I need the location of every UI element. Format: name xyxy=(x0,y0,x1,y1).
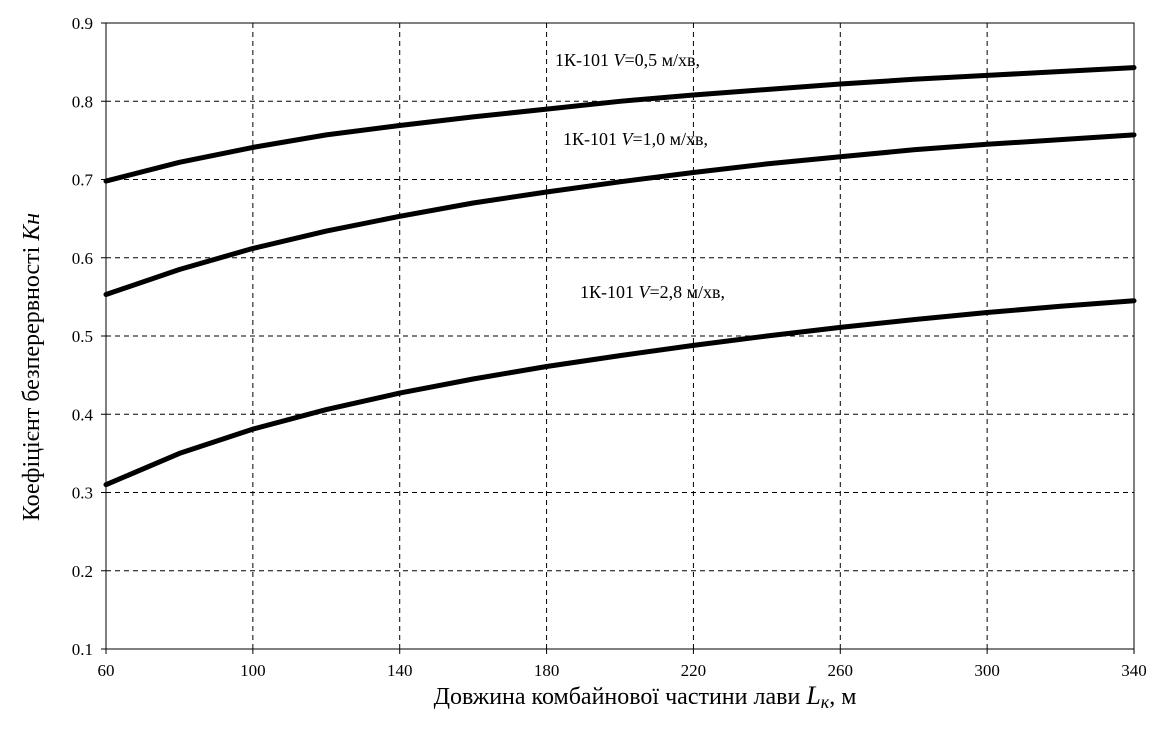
y-tick-label: 0.3 xyxy=(72,484,93,503)
x-tick-label: 100 xyxy=(240,661,266,680)
series-labels: 1К-101 V=0,5 м/хв,1К-101 V=1,0 м/хв,1К-1… xyxy=(555,50,725,302)
series-label-prefix: 1К-101 xyxy=(555,50,614,70)
y-tick-label: 0.6 xyxy=(72,249,93,268)
series-label-2: 1К-101 V=1,0 м/хв, xyxy=(563,129,708,149)
x-tick-label: 260 xyxy=(828,661,854,680)
y-tick-label: 0.8 xyxy=(72,92,93,111)
tick-labels: 60 100 140 180 220 260 300 340 0.1 0.2 0.3 0.4 0.5 0.… xyxy=(72,14,1147,680)
series-label-3: 1К-101 V=2,8 м/хв, xyxy=(580,282,725,302)
y-axis-title: Коефіцієнт безперервності Кн xyxy=(19,213,45,521)
series-lines xyxy=(103,65,1137,488)
x-tick-label: 180 xyxy=(534,661,560,680)
x-axis-symbol-subscript: к xyxy=(821,692,830,712)
series-label-variable: V xyxy=(622,129,635,149)
y-axis-title-text: Коефіцієнт безперервності xyxy=(19,241,45,521)
y-tick-label: 0.4 xyxy=(72,405,94,424)
y-tick-label: 0.5 xyxy=(72,327,93,346)
y-axis-symbol: Кн xyxy=(19,213,45,242)
series-label-suffix: =1,0 м/хв, xyxy=(633,129,709,149)
series-label-variable: V xyxy=(639,282,652,302)
x-tick-label: 60 xyxy=(98,661,115,680)
series-label-prefix: 1К-101 xyxy=(563,129,622,149)
y-tick-label: 0.9 xyxy=(72,14,93,33)
x-tick-label: 140 xyxy=(387,661,413,680)
series-label-suffix: =2,8 м/хв, xyxy=(650,282,726,302)
x-axis-unit: , м xyxy=(829,684,856,710)
y-tick-label: 0.2 xyxy=(72,562,93,581)
x-tick-label: 340 xyxy=(1121,661,1147,680)
series-line-3 xyxy=(103,298,1137,488)
series-label-prefix: 1К-101 xyxy=(580,282,639,302)
y-tick-label: 0.1 xyxy=(72,640,93,659)
series-line-2 xyxy=(103,132,1137,297)
series-label-1: 1К-101 V=0,5 м/хв, xyxy=(555,50,700,70)
series-line-1 xyxy=(103,65,1137,184)
x-axis-title-text: Довжина комбайнової частини лави xyxy=(434,684,807,710)
x-tick-label: 220 xyxy=(681,661,707,680)
series-label-suffix: =0,5 м/хв, xyxy=(625,50,701,70)
x-axis-symbol: L xyxy=(805,681,820,710)
series-label-variable: V xyxy=(614,50,627,70)
x-axis-title: Довжина комбайнової частини лави Lк, м xyxy=(434,681,857,712)
y-tick-label: 0.7 xyxy=(72,171,94,190)
grid-lines xyxy=(106,23,1134,649)
x-tick-label: 300 xyxy=(974,661,1000,680)
